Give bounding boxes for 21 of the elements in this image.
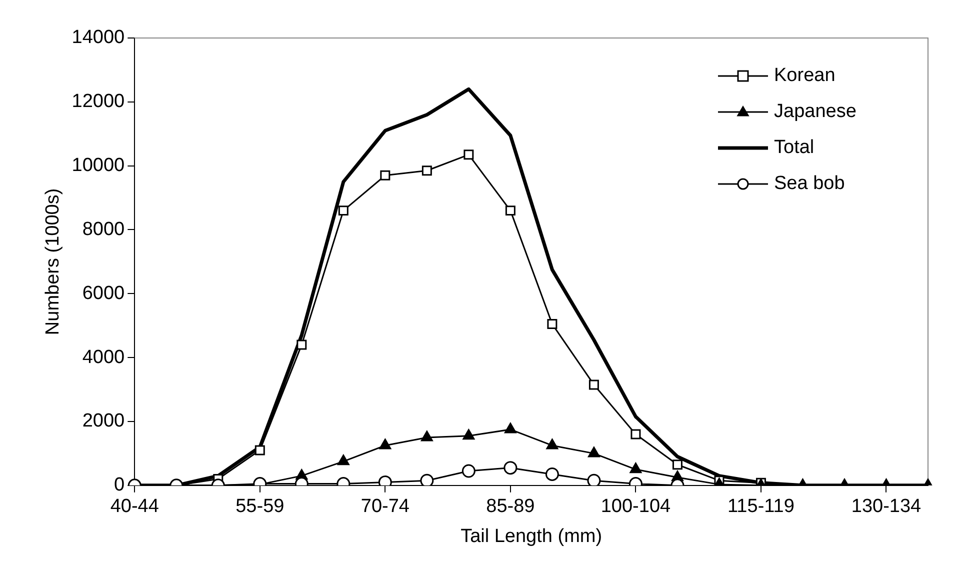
y-tick-label: 2000 [82,410,125,432]
x-tick-label: 100-104 [600,496,671,518]
legend-label: Sea bob [774,173,845,194]
y-tick-label: 4000 [82,346,125,368]
y-axis-title: Numbers (1000s) [42,188,64,336]
legend-label: Total [774,137,814,158]
y-tick-label: 6000 [82,282,125,304]
y-tick-label: 12000 [72,91,125,112]
y-tick-label: 10000 [72,155,125,176]
x-tick-label: 55-59 [236,496,284,518]
x-tick-label: 70-74 [360,496,410,518]
x-tick-label: 130-134 [851,496,922,518]
legend-label: Japanese [774,101,856,122]
y-tick-label: 14000 [72,27,125,48]
x-tick-label: 40-44 [110,496,160,518]
x-tick-label: 85-89 [486,496,535,518]
y-tick-label: 0 [114,474,125,496]
legend-label: Korean [774,65,836,86]
y-tick-label: 8000 [82,218,125,240]
x-axis-title: Tail Length (mm) [460,526,602,547]
x-tick-label: 115-119 [728,496,794,518]
